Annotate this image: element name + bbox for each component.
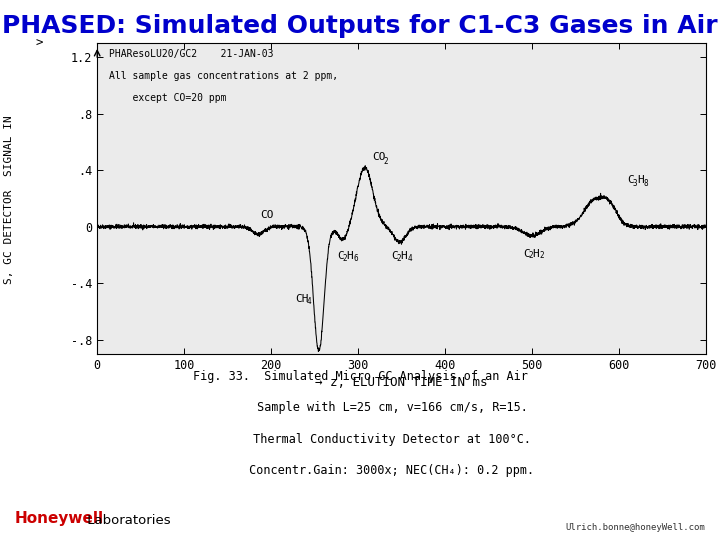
Text: 2: 2 — [528, 252, 533, 260]
Text: 2: 2 — [383, 157, 388, 166]
Text: 2: 2 — [396, 254, 401, 263]
Text: C: C — [627, 175, 634, 185]
Text: 8: 8 — [644, 179, 649, 188]
Text: 2: 2 — [342, 254, 347, 263]
Text: CO: CO — [260, 210, 274, 220]
Text: Laboratories: Laboratories — [83, 514, 171, 526]
Text: PHASED: Simulated Outputs for C1-C3 Gases in Air: PHASED: Simulated Outputs for C1-C3 Gase… — [2, 14, 718, 37]
Text: >: > — [36, 37, 43, 50]
Text: except CO=20 ppm: except CO=20 ppm — [109, 93, 227, 103]
X-axis label: → z, ELUTION TIME IN ms: → z, ELUTION TIME IN ms — [315, 376, 487, 389]
Text: CO: CO — [372, 152, 385, 162]
Text: H: H — [637, 175, 644, 185]
Text: C: C — [391, 252, 397, 261]
Text: H: H — [533, 248, 539, 259]
Text: 4: 4 — [307, 297, 311, 306]
Text: 2: 2 — [539, 252, 544, 260]
Text: Thermal Conductivity Detector at 100°C.: Thermal Conductivity Detector at 100°C. — [189, 433, 531, 446]
Text: CH: CH — [295, 294, 309, 305]
Text: C: C — [523, 248, 530, 259]
Text: H: H — [400, 252, 408, 261]
Text: Concentr.Gain: 3000x; NEC(CH₄): 0.2 ppm.: Concentr.Gain: 3000x; NEC(CH₄): 0.2 ppm. — [186, 464, 534, 477]
Text: PHAResoLU20/GC2    21-JAN-03: PHAResoLU20/GC2 21-JAN-03 — [109, 49, 274, 59]
Text: C: C — [337, 252, 344, 261]
Text: S, GC DETECTOR  SIGNAL IN: S, GC DETECTOR SIGNAL IN — [4, 116, 14, 284]
Text: Fig. 33.  Simulated Micro GC Analysis of an Air: Fig. 33. Simulated Micro GC Analysis of … — [192, 370, 528, 383]
Text: Sample with L=25 cm, v=166 cm/s, R=15.: Sample with L=25 cm, v=166 cm/s, R=15. — [192, 401, 528, 414]
Text: Ulrich.bonne@honeyWell.com: Ulrich.bonne@honeyWell.com — [566, 523, 706, 532]
Text: 3: 3 — [633, 179, 637, 188]
Text: 6: 6 — [354, 254, 359, 263]
Text: Honeywell: Honeywell — [14, 511, 104, 526]
Text: 4: 4 — [408, 254, 412, 263]
Text: All sample gas concentrations at 2 ppm,: All sample gas concentrations at 2 ppm, — [109, 71, 338, 81]
Text: H: H — [346, 252, 354, 261]
